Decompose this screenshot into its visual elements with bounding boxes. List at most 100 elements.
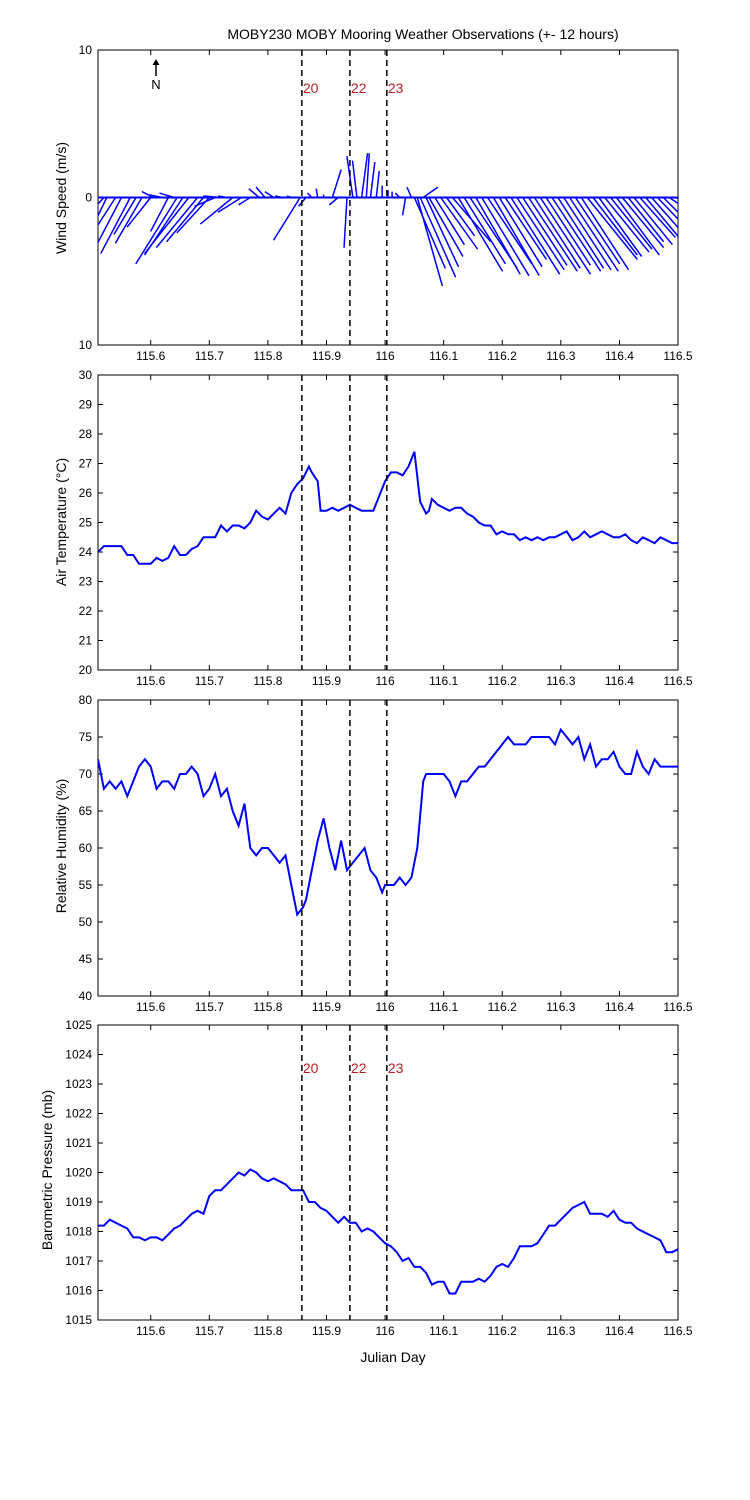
wind-vector <box>369 162 376 198</box>
wind-vector <box>568 197 619 272</box>
wind-vector <box>615 197 660 256</box>
x-tick-label: 116.2 <box>488 1000 517 1014</box>
wind-vector <box>98 197 99 200</box>
wind-vector <box>126 197 152 228</box>
wind-vector <box>604 197 650 253</box>
wind-vector <box>486 197 533 265</box>
wind-vector <box>674 196 678 200</box>
y-tick-label: 60 <box>79 841 93 855</box>
wind-vector <box>463 197 507 265</box>
y-tick-label: 55 <box>79 878 93 892</box>
wind-vector <box>457 197 504 272</box>
figure-title: MOBY230 MOBY Mooring Weather Observation… <box>227 26 618 42</box>
wind-vector <box>445 197 476 237</box>
wind-vector <box>346 156 354 198</box>
y-tick-label: 26 <box>79 486 93 500</box>
wind-vector <box>113 197 137 235</box>
wind-vector <box>422 186 439 199</box>
wind-vector <box>522 197 568 266</box>
y-tick-label: 1022 <box>65 1107 92 1121</box>
wind-vector <box>98 197 117 227</box>
series-line <box>98 1168 678 1295</box>
x-tick-label: 116.4 <box>605 674 634 688</box>
wind-vector <box>199 196 234 225</box>
x-tick-label: 115.7 <box>195 349 224 363</box>
wind-vector <box>545 197 592 266</box>
ylabel-wind-speed: Wind Speed (m/s) <box>53 142 69 254</box>
wind-vector <box>413 197 447 269</box>
y-tick-label: 25 <box>79 516 93 530</box>
wind-vector <box>434 197 466 246</box>
wind-vector <box>272 197 301 241</box>
x-tick-label: 115.8 <box>253 674 282 688</box>
wind-vector <box>360 153 369 198</box>
wind-vector <box>551 197 602 272</box>
wind-vector <box>510 197 561 275</box>
x-tick-label: 116.3 <box>546 349 575 363</box>
xlabel-julian-day: Julian Day <box>360 1349 425 1365</box>
x-tick-label: 116.2 <box>488 349 517 363</box>
x-tick-label: 116 <box>376 1324 395 1338</box>
wind-vector <box>592 197 638 256</box>
wind-vector <box>143 197 190 255</box>
wind-vector <box>416 197 444 287</box>
panel-air-temperature: Air Temperature (°C) 115.6 115.7 115.8 115.… <box>53 368 693 688</box>
wind-vector <box>351 160 358 198</box>
y-tick-label: 28 <box>79 427 93 441</box>
wind-vector <box>401 197 407 216</box>
wind-vector <box>580 197 630 271</box>
wind-vector <box>147 193 163 199</box>
wind-vector <box>406 186 413 198</box>
x-tick-label: 115.9 <box>312 349 341 363</box>
wind-vector <box>440 197 479 250</box>
wind-vector <box>255 186 266 198</box>
x-tick-label: 115.9 <box>312 1324 341 1338</box>
wind-vector <box>98 197 108 218</box>
x-tick-label: 116 <box>376 349 395 363</box>
y-tick-label: 45 <box>79 952 93 966</box>
x-tick-label: 116.4 <box>605 349 634 363</box>
y-tick-label: 1015 <box>65 1313 92 1327</box>
wind-vector <box>428 197 464 257</box>
x-tick-label: 116.5 <box>663 1324 692 1338</box>
wind-vector <box>238 196 251 206</box>
x-tick-label: 116.5 <box>663 349 692 363</box>
event-marker-label: 22 <box>351 80 367 96</box>
wind-vector <box>155 197 199 249</box>
x-tick-label: 116 <box>376 674 395 688</box>
wind-vector <box>557 197 605 269</box>
north-label: N <box>151 77 160 92</box>
panel-barometric-pressure: Barometric Pressure (mb) Julian Day 115.… <box>39 1018 693 1365</box>
north-arrowhead-icon <box>152 59 160 65</box>
y-tick-label: 1019 <box>65 1195 92 1209</box>
y-tick-label: 23 <box>79 575 93 589</box>
x-tick-label: 116.5 <box>663 674 692 688</box>
wind-vector <box>574 197 621 265</box>
wind-vector <box>264 190 275 199</box>
x-tick-label: 116.3 <box>546 1324 575 1338</box>
wind-vector <box>475 197 521 275</box>
x-tick-label: 116 <box>376 1000 395 1014</box>
x-tick-label: 115.9 <box>312 674 341 688</box>
y-tick-label: 10 <box>79 338 93 352</box>
wind-vector <box>315 188 319 198</box>
wind-vector <box>492 197 540 277</box>
x-tick-label: 116.2 <box>488 1324 517 1338</box>
x-tick-label: 115.7 <box>195 1324 224 1338</box>
y-tick-label: 21 <box>79 634 93 648</box>
x-tick-label: 115.8 <box>253 1324 282 1338</box>
wind-vector <box>527 197 578 272</box>
wind-vectors <box>98 153 678 287</box>
panel-wind-speed: Wind Speed (m/s) N 115.6 115.7 115.8 115.9 1… <box>53 43 693 363</box>
y-tick-label: 40 <box>79 989 93 1003</box>
wind-vector <box>539 197 592 275</box>
wind-vector <box>217 196 242 213</box>
wind-vector <box>504 197 548 260</box>
y-tick-label: 1023 <box>65 1077 92 1091</box>
y-tick-label: 0 <box>85 191 92 205</box>
x-tick-label: 115.7 <box>195 674 224 688</box>
y-tick-label: 70 <box>79 767 93 781</box>
x-tick-label: 116.3 <box>546 674 575 688</box>
wind-vector <box>533 197 581 269</box>
wind-vector <box>100 197 131 254</box>
